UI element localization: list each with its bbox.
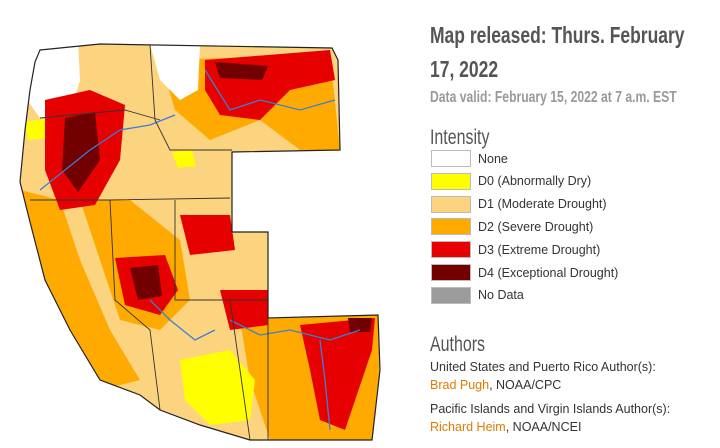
state-line	[229, 299, 251, 441]
legend-label: None	[478, 151, 508, 166]
legend-label: D1 (Moderate Drought)	[478, 197, 607, 212]
author-line: Richard Heim, NOAA/NCEI	[430, 420, 581, 434]
region	[20, 190, 140, 390]
legend-swatch	[431, 286, 471, 304]
legend-swatch	[431, 218, 471, 236]
legend-swatch	[431, 150, 471, 167]
river	[229, 319, 361, 341]
legend-item: D3 (Extreme Drought)	[431, 241, 601, 259]
region	[300, 318, 375, 430]
state-line	[39, 109, 161, 121]
legend-item: D0 (Abnormally Dry)	[431, 172, 592, 190]
legend-swatch	[431, 195, 471, 213]
state-lines	[19, 43, 381, 441]
author-line: Brad Pugh, NOAA/CPC	[430, 378, 561, 392]
legend-item: D1 (Moderate Drought)	[431, 195, 607, 213]
legend-swatch	[431, 264, 471, 281]
region	[25, 118, 50, 140]
legend-label: D0 (Abnormally Dry)	[478, 174, 592, 189]
info-panel: Map released: Thurs. February 17, 2022 D…	[430, 0, 720, 448]
state-line	[109, 199, 161, 411]
outline	[19, 43, 381, 441]
author-heading: United States and Puerto Rico Author(s):	[430, 360, 656, 374]
region	[130, 265, 162, 300]
map-regions	[20, 44, 380, 440]
drought-map	[19, 43, 381, 441]
legend-swatch	[431, 241, 471, 259]
author-heading: Pacific Islands and Virgin Islands Autho…	[430, 402, 671, 416]
region	[150, 44, 200, 100]
author-name[interactable]: Richard Heim	[430, 420, 506, 434]
legend-swatch	[431, 172, 471, 190]
state-line	[174, 200, 268, 301]
author-affiliation: , NOAA/NCEI	[505, 420, 582, 434]
legend-title: Intensity	[430, 126, 490, 149]
author-affiliation: , NOAA/CPC	[489, 378, 562, 392]
valid-date: Data valid: February 15, 2022 at 7 a.m. …	[430, 89, 677, 106]
legend-item: D2 (Severe Drought)	[431, 218, 594, 236]
region	[180, 215, 235, 255]
legend-item: None	[431, 150, 508, 167]
river	[204, 69, 336, 111]
legend-label: D3 (Extreme Drought)	[478, 242, 601, 257]
legend-label: D2 (Severe Drought)	[478, 219, 594, 234]
state-line	[149, 44, 232, 151]
legend-item: No Data	[431, 286, 524, 304]
legend-label: D4 (Exceptional Drought)	[478, 265, 619, 280]
legend-item: D4 (Exceptional Drought)	[431, 264, 618, 281]
region	[180, 350, 255, 425]
river	[149, 299, 216, 341]
river	[39, 114, 176, 191]
rivers	[39, 69, 361, 431]
river	[319, 339, 331, 431]
author-name[interactable]: Brad Pugh	[430, 378, 490, 392]
region	[172, 150, 196, 168]
region	[215, 62, 268, 80]
authors-title: Authors	[430, 333, 486, 356]
region	[348, 318, 372, 332]
legend-label: No Data	[478, 288, 524, 303]
released-title: Map released: Thurs. February 17, 2022	[430, 22, 685, 82]
region	[62, 112, 100, 192]
